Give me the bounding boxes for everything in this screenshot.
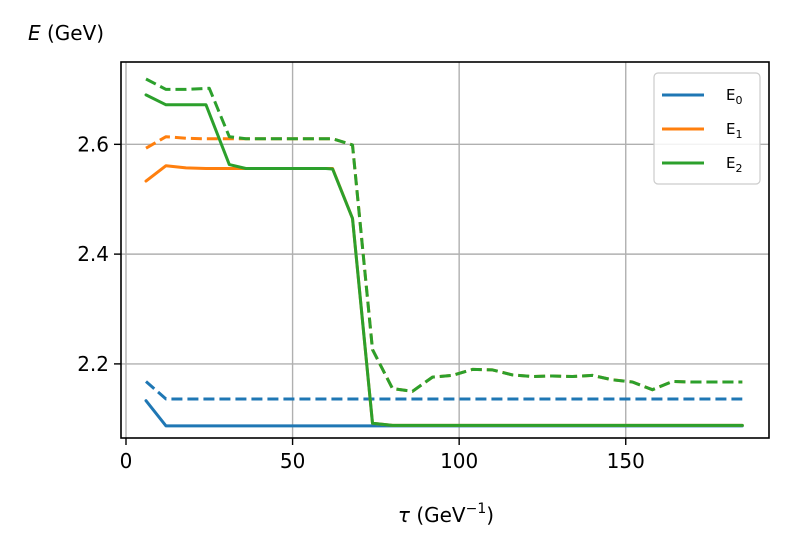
legend: E0 E1 E2 [653,72,761,185]
x-axis-label: τ (GeV−1) [398,501,494,527]
x-axis-ticks: 0 50 100 150 [120,438,645,473]
y-tick-label: 2.4 [77,242,109,266]
y-axis-label-var: E [28,21,41,45]
series-line-e0-solid [144,399,744,428]
legend-label: E1 [726,120,742,141]
grid-lines [121,62,769,438]
y-axis-ticks: 2.2 2.4 2.6 [77,132,121,376]
x-tick-label: 150 [607,449,645,473]
series-line-e1-solid [144,164,744,427]
x-tick-label: 100 [440,449,478,473]
legend-label: E0 [726,86,742,107]
x-tick-label: 50 [280,449,305,473]
y-tick-label: 2.2 [77,352,109,376]
plot-frame [120,61,770,439]
x-axis-label-unit: (GeV [410,503,466,527]
series-line-e2-solid [144,93,744,427]
series-line-e0-dashed [145,380,743,401]
y-tick-label: 2.6 [77,132,109,156]
legend-box [653,72,761,185]
x-axis-label-exp: −1 [466,501,487,517]
x-tick-label: 0 [120,449,133,473]
series-layer [144,77,744,428]
series-line-e1-dashed [145,135,743,393]
series-line-e2-dashed [145,77,743,393]
x-axis-label-close: ) [486,503,494,527]
x-axis-label-var: τ [398,503,411,527]
y-axis-label-unit: (GeV) [41,21,104,45]
y-axis-label: E (GeV) [28,21,104,45]
legend-label: E2 [726,154,742,175]
